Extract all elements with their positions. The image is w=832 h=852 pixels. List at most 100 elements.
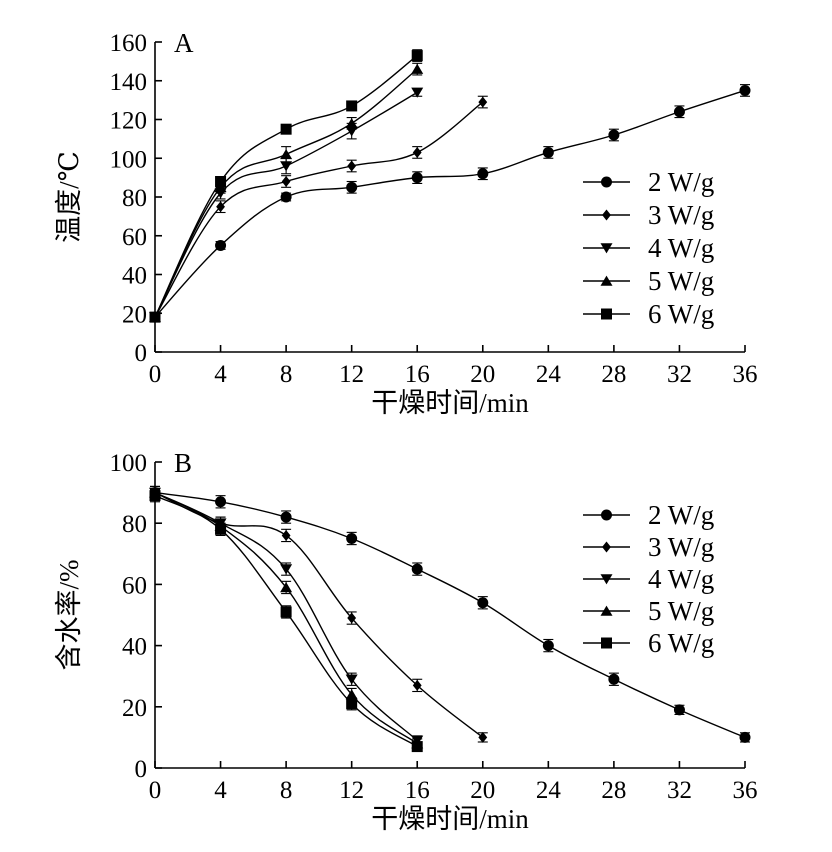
x-tick-label: 20 [470, 777, 495, 804]
legend-item: 2 W/g [583, 167, 714, 197]
x-tick-label: 28 [601, 361, 626, 388]
legend-marker [601, 509, 612, 521]
y-tick-label: 140 [110, 69, 148, 96]
data-point [477, 597, 489, 609]
legend-item: 4 W/g [583, 233, 714, 263]
data-point [280, 191, 292, 203]
x-tick-label: 36 [733, 361, 758, 388]
y-tick-label: 0 [135, 756, 148, 783]
x-tick-label: 4 [214, 361, 227, 388]
data-point [346, 100, 358, 112]
data-point [347, 612, 357, 624]
data-point [280, 582, 293, 593]
legend-item: 6 W/g [583, 299, 714, 329]
x-tick-label: 32 [667, 361, 692, 388]
x-tick-label: 24 [536, 777, 562, 804]
x-tick-label: 12 [339, 777, 364, 804]
data-point [280, 148, 293, 160]
legend-marker [600, 243, 613, 254]
data-point [411, 172, 423, 184]
panel-letter: A [174, 28, 194, 58]
y-tick-label: 80 [122, 185, 147, 212]
legend-label: 4 W/g [648, 233, 714, 263]
data-point [345, 689, 358, 700]
data-point [346, 181, 358, 193]
y-tick-label: 80 [122, 511, 147, 538]
legend-label: 5 W/g [648, 266, 714, 296]
data-point [280, 511, 292, 523]
legend: 2 W/g3 W/g4 W/g5 W/g6 W/g [583, 500, 714, 658]
legend-item: 3 W/g [583, 200, 714, 230]
legend-marker [600, 275, 613, 286]
data-point [346, 698, 358, 710]
legend-label: 6 W/g [648, 299, 714, 329]
panel-letter: B [174, 448, 192, 478]
legend-item: 4 W/g [583, 564, 714, 594]
data-point [215, 496, 227, 508]
data-point [281, 176, 291, 187]
data-point [412, 679, 422, 691]
data-point [411, 87, 424, 98]
data-point [411, 741, 423, 753]
data-point [345, 674, 358, 685]
y-axis-label: 温度/℃ [54, 151, 84, 243]
legend-item: 3 W/g [583, 532, 714, 562]
legend-marker [601, 308, 612, 320]
y-tick-label: 40 [122, 634, 147, 661]
y-tick-label: 20 [122, 695, 147, 722]
y-tick-label: 100 [110, 450, 148, 477]
data-point [411, 63, 424, 74]
data-point [412, 146, 422, 158]
data-point [542, 640, 554, 652]
series-line [154, 91, 418, 318]
x-tick-label: 16 [405, 361, 430, 388]
legend-marker [601, 637, 612, 649]
data-point [478, 96, 488, 108]
x-tick-label: 24 [536, 361, 562, 388]
data-point [608, 673, 620, 685]
data-point [411, 50, 423, 62]
legend-item: 6 W/g [583, 628, 714, 658]
series-line [154, 491, 746, 739]
x-tick-label: 12 [339, 361, 364, 388]
data-point [673, 106, 685, 118]
legend-label: 6 W/g [648, 628, 714, 658]
data-point [280, 606, 292, 618]
data-point [215, 239, 227, 251]
legend-marker [600, 605, 613, 616]
data-point [347, 160, 357, 172]
data-point [281, 529, 291, 541]
x-tick-label: 36 [733, 777, 758, 804]
legend-marker [601, 176, 612, 188]
legend-item: 5 W/g [583, 266, 714, 296]
series-line [154, 491, 418, 741]
x-axis-label: 干燥时间/min [371, 388, 529, 418]
data-point [149, 311, 161, 323]
data-point [346, 533, 358, 544]
data-point [216, 201, 225, 213]
panel-a: 0 4 8 12 16 20 24 28 32 36 0 20 40 60 80 100 120 140 160 A 干… [54, 28, 758, 418]
x-tick-label: 8 [280, 361, 293, 388]
x-tick-label: 4 [214, 777, 227, 804]
y-tick-label: 100 [110, 146, 148, 173]
x-tick-label: 0 [149, 361, 162, 388]
series-2 [150, 485, 488, 743]
legend-item: 5 W/g [583, 596, 714, 626]
legend-label: 5 W/g [648, 596, 714, 626]
legend-item: 2 W/g [583, 500, 714, 530]
x-tick-label: 0 [149, 777, 162, 804]
legend: 2 W/g3 W/g4 W/g5 W/g6 W/g [583, 167, 714, 329]
data-point [280, 123, 292, 135]
x-tick-label: 32 [667, 777, 692, 804]
legend-marker [602, 541, 611, 553]
y-axis-label: 含水率/% [54, 560, 84, 671]
data-point [411, 563, 423, 575]
series-5 [149, 49, 423, 323]
x-tick-label: 8 [280, 777, 293, 804]
legend-label: 4 W/g [648, 564, 714, 594]
data-point [739, 731, 751, 743]
x-tick-label: 20 [470, 361, 495, 388]
y-tick-label: 40 [122, 263, 147, 290]
series-2 [150, 95, 488, 323]
